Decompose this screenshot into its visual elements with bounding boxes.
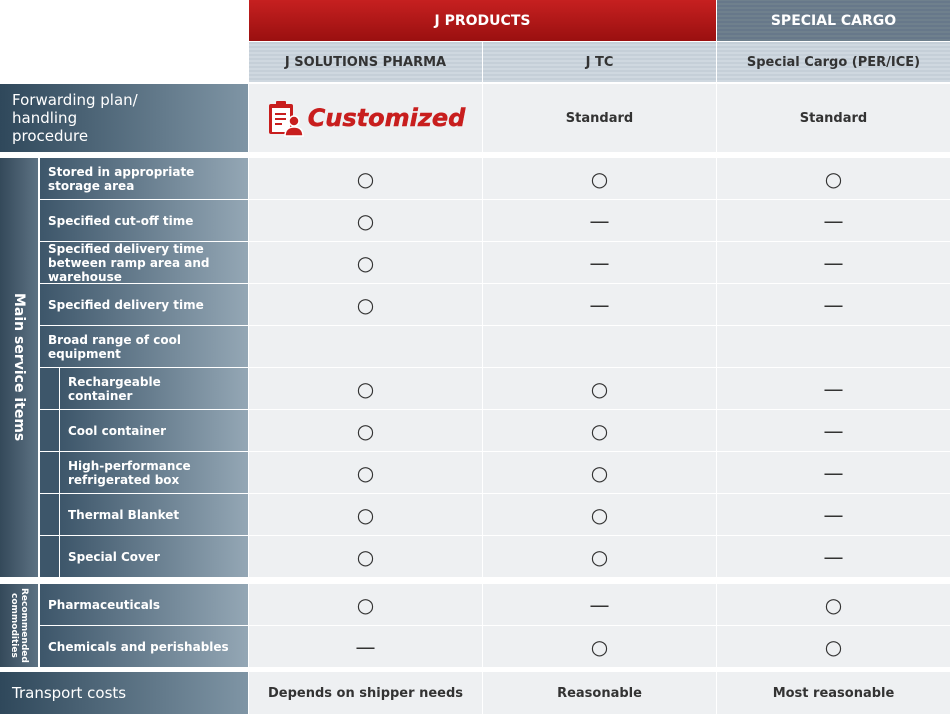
- sub-row-label: Cool container: [60, 410, 248, 451]
- row-label: Pharmaceuticals: [40, 584, 248, 625]
- mark-cell: ○: [249, 452, 482, 493]
- value-cell: Standard: [483, 84, 716, 152]
- mark-cell: —: [483, 242, 716, 283]
- sub-row-label: Special Cover: [60, 536, 248, 577]
- value-cell: Reasonable: [483, 672, 716, 714]
- indent: [40, 368, 59, 409]
- mark-cell: ○: [249, 200, 482, 241]
- group-header: SPECIAL CARGO: [717, 0, 950, 41]
- empty-cell: [249, 326, 482, 367]
- mark-cell: ○: [483, 626, 716, 667]
- row-label: Specified delivery time between ramp are…: [40, 242, 248, 284]
- row-label: Specified cut-off time: [40, 200, 248, 241]
- column-header: Special Cargo (PER/ICE): [717, 42, 950, 82]
- indent: [40, 410, 59, 451]
- mark-cell: ○: [249, 242, 482, 283]
- mark-cell: ○: [483, 410, 716, 451]
- mark-cell: ○: [717, 626, 950, 667]
- row-label: Transport costs: [0, 672, 248, 714]
- mark-cell: ○: [717, 584, 950, 625]
- group-label: Recommended commodities: [0, 584, 38, 667]
- value-cell: Standard: [717, 84, 950, 152]
- sub-row-label: High-performance refrigerated box: [60, 452, 248, 493]
- mark-cell: ○: [717, 158, 950, 199]
- mark-cell: ○: [249, 284, 482, 325]
- mark-cell: —: [483, 584, 716, 625]
- row-label: Chemicals and perishables: [40, 626, 248, 667]
- column-header: J SOLUTIONS PHARMA: [249, 42, 482, 82]
- row-label: Stored in appropriate storage area: [40, 158, 248, 199]
- mark-cell: ○: [249, 584, 482, 625]
- sub-row-label: Rechargeable container: [60, 368, 248, 409]
- mark-cell: ○: [483, 368, 716, 409]
- indent: [40, 452, 59, 493]
- mark-cell: —: [717, 200, 950, 241]
- mark-cell: ○: [249, 536, 482, 577]
- column-header: J TC: [483, 42, 716, 82]
- mark-cell: —: [717, 494, 950, 535]
- row-label: Specified delivery time: [40, 284, 248, 325]
- group-header: J PRODUCTS: [249, 0, 716, 41]
- mark-cell: —: [717, 368, 950, 409]
- mark-cell: ○: [249, 410, 482, 451]
- mark-cell: ○: [483, 158, 716, 199]
- mark-cell: —: [717, 284, 950, 325]
- row-label: Broad range of cool equipment: [40, 326, 248, 367]
- value-cell: Most reasonable: [717, 672, 950, 714]
- sub-row-label: Thermal Blanket: [60, 494, 248, 535]
- plan-customized: Customized: [249, 84, 482, 152]
- mark-cell: —: [483, 200, 716, 241]
- mark-cell: —: [717, 410, 950, 451]
- empty-cell: [483, 326, 716, 367]
- row-label: Forwarding plan/ handling procedure: [0, 84, 248, 152]
- customized-icon: [268, 101, 304, 137]
- mark-cell: ○: [249, 368, 482, 409]
- mark-cell: —: [717, 242, 950, 283]
- indent: [40, 494, 59, 535]
- mark-cell: —: [717, 452, 950, 493]
- indent: [40, 536, 59, 577]
- mark-cell: ○: [249, 158, 482, 199]
- mark-cell: —: [483, 284, 716, 325]
- empty-cell: [717, 326, 950, 367]
- mark-cell: ○: [249, 494, 482, 535]
- group-label: Main service items: [0, 158, 38, 577]
- mark-cell: ○: [483, 452, 716, 493]
- value-cell: Depends on shipper needs: [249, 672, 482, 714]
- customized-text: Customized: [307, 104, 466, 133]
- mark-cell: ○: [483, 536, 716, 577]
- mark-cell: —: [717, 536, 950, 577]
- mark-cell: ○: [483, 494, 716, 535]
- mark-cell: —: [249, 626, 482, 667]
